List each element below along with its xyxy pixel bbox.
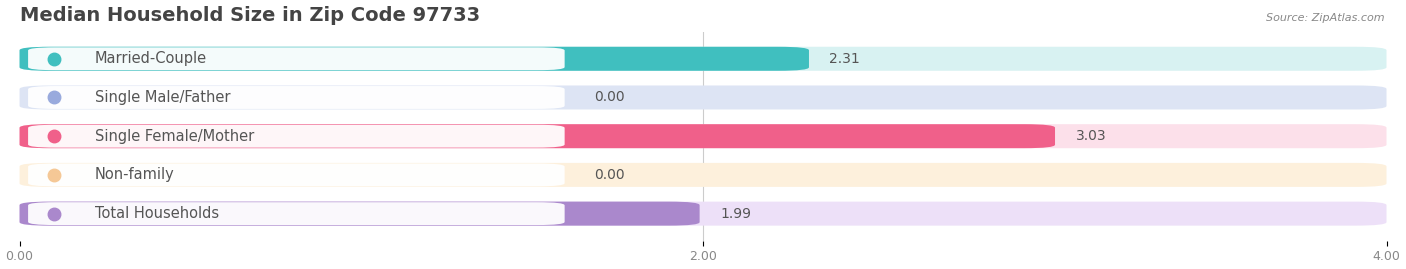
FancyBboxPatch shape — [20, 86, 1386, 109]
FancyBboxPatch shape — [28, 86, 565, 109]
FancyBboxPatch shape — [20, 124, 1054, 148]
FancyBboxPatch shape — [20, 202, 1386, 226]
FancyBboxPatch shape — [20, 47, 808, 71]
Text: 0.00: 0.00 — [593, 90, 624, 104]
FancyBboxPatch shape — [20, 163, 1386, 187]
Text: Source: ZipAtlas.com: Source: ZipAtlas.com — [1267, 13, 1385, 23]
Text: Single Male/Father: Single Male/Father — [94, 90, 231, 105]
FancyBboxPatch shape — [28, 47, 565, 70]
FancyBboxPatch shape — [28, 164, 565, 186]
FancyBboxPatch shape — [28, 125, 565, 148]
FancyBboxPatch shape — [28, 202, 565, 225]
Text: Median Household Size in Zip Code 97733: Median Household Size in Zip Code 97733 — [20, 6, 479, 24]
FancyBboxPatch shape — [20, 47, 1386, 71]
Text: 3.03: 3.03 — [1076, 129, 1107, 143]
Text: 1.99: 1.99 — [720, 207, 751, 221]
Text: Non-family: Non-family — [94, 167, 174, 182]
Text: 2.31: 2.31 — [830, 52, 860, 66]
FancyBboxPatch shape — [20, 202, 700, 226]
FancyBboxPatch shape — [20, 124, 1386, 148]
Text: Married-Couple: Married-Couple — [94, 51, 207, 66]
Text: Total Households: Total Households — [94, 206, 219, 221]
Text: Single Female/Mother: Single Female/Mother — [94, 129, 254, 144]
Text: 0.00: 0.00 — [593, 168, 624, 182]
